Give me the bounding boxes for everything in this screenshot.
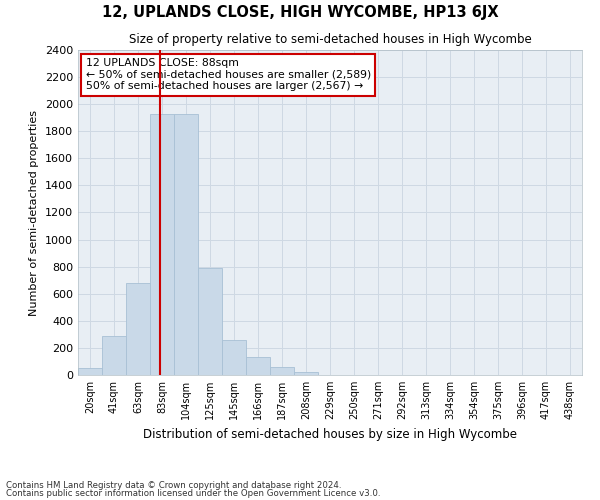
Bar [78, 368, 102, 375]
Bar [174, 114, 198, 375]
Text: 12, UPLANDS CLOSE, HIGH WYCOMBE, HP13 6JX: 12, UPLANDS CLOSE, HIGH WYCOMBE, HP13 6J… [101, 5, 499, 20]
Bar [294, 372, 318, 375]
Bar [102, 336, 126, 375]
Text: Contains public sector information licensed under the Open Government Licence v3: Contains public sector information licen… [6, 489, 380, 498]
Title: Size of property relative to semi-detached houses in High Wycombe: Size of property relative to semi-detach… [128, 33, 532, 46]
Text: Contains HM Land Registry data © Crown copyright and database right 2024.: Contains HM Land Registry data © Crown c… [6, 480, 341, 490]
Y-axis label: Number of semi-detached properties: Number of semi-detached properties [29, 110, 40, 316]
Bar [222, 340, 246, 375]
Text: 12 UPLANDS CLOSE: 88sqm
← 50% of semi-detached houses are smaller (2,589)
50% of: 12 UPLANDS CLOSE: 88sqm ← 50% of semi-de… [86, 58, 371, 92]
Bar [150, 114, 174, 375]
Bar [246, 356, 270, 375]
Bar [198, 268, 222, 375]
Bar [270, 367, 294, 375]
Bar [126, 283, 150, 375]
X-axis label: Distribution of semi-detached houses by size in High Wycombe: Distribution of semi-detached houses by … [143, 428, 517, 440]
